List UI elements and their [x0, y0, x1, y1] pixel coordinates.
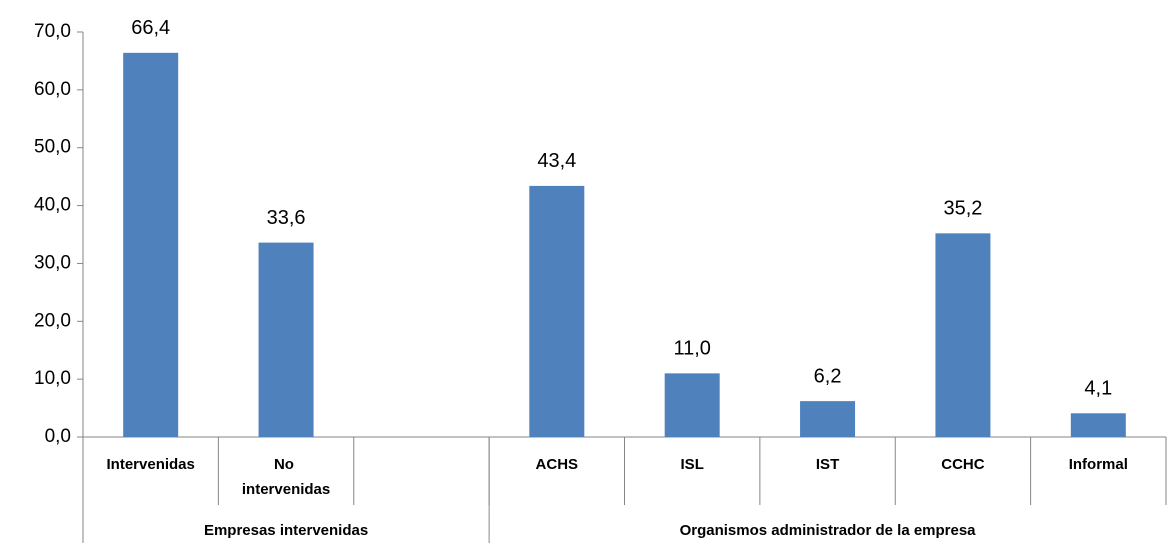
bar [529, 185, 585, 437]
x-tick-label: No intervenidas [242, 456, 330, 498]
x-tick-label: Informal [1069, 456, 1128, 473]
value-label: 6,2 [814, 365, 842, 387]
value-label: 66,4 [131, 17, 170, 39]
y-tick-label: 0,0 [45, 426, 71, 447]
y-tick-label: 30,0 [34, 252, 71, 273]
y-tick-label: 60,0 [34, 79, 71, 100]
bar [664, 373, 720, 437]
x-tick-label: ACHS [536, 456, 579, 473]
bar [258, 242, 314, 437]
bar [123, 52, 179, 437]
value-label: 4,1 [1084, 378, 1112, 400]
x-tick-label: CCHC [941, 456, 984, 473]
y-tick-label: 10,0 [34, 368, 71, 389]
x-tick-label: ISL [681, 456, 704, 473]
group-label: Empresas intervenidas [204, 522, 368, 539]
bar [1070, 413, 1126, 437]
y-tick-label: 50,0 [34, 137, 71, 158]
group-label: Organismos administrador de la empresa [680, 522, 977, 539]
bar [935, 233, 991, 437]
value-label: 43,4 [537, 150, 576, 172]
value-label: 11,0 [673, 338, 710, 360]
value-label: 35,2 [943, 198, 982, 220]
y-tick-label: 20,0 [34, 310, 71, 331]
y-tick-label: 70,0 [34, 21, 71, 42]
x-tick-label: Intervenidas [107, 456, 195, 473]
x-tick-label: IST [816, 456, 839, 473]
bar [800, 401, 856, 437]
y-tick-label: 40,0 [34, 195, 71, 216]
value-label: 33,6 [267, 207, 306, 229]
